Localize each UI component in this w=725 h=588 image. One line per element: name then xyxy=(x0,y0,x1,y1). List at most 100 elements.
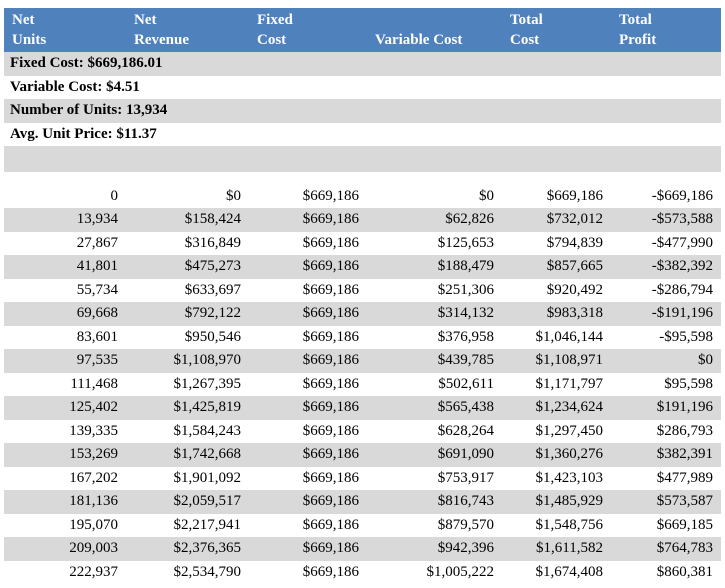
fixed-cost-cell: $669,186 xyxy=(249,537,367,561)
header-net-revenue: Net Revenue xyxy=(126,8,249,52)
header-fixed-cost: Fixed Cost xyxy=(249,8,367,52)
net-units-cell: 97,535 xyxy=(4,349,126,373)
variable-cost-cell: $251,306 xyxy=(437,281,494,298)
net-units-cell: 195,070 xyxy=(69,516,118,533)
variable-cost-cell: $376,958 xyxy=(437,328,494,345)
total-profit-cell: $669,185 xyxy=(656,516,713,533)
fixed-cost-cell: $669,186 xyxy=(249,443,367,467)
variable-cost-cell: $628,264 xyxy=(437,422,494,439)
variable-cost-cell: $125,653 xyxy=(437,234,494,251)
total-cost-cell: $1,485,929 xyxy=(502,490,611,514)
total-cost-cell: $1,234,624 xyxy=(502,396,611,420)
variable-cost-cell: $816,743 xyxy=(367,490,502,514)
fixed-cost-cell: $669,186 xyxy=(249,302,367,326)
total-profit-cell: $382,391 xyxy=(611,443,721,467)
variable-cost-cell: $188,479 xyxy=(367,255,502,279)
net-units-cell: 0 xyxy=(110,187,119,204)
net-revenue-cell: $2,534,790 xyxy=(173,563,242,580)
total-profit-cell: $573,587 xyxy=(611,490,721,514)
total-profit-cell: $0 xyxy=(611,349,721,373)
avg-unit-price-summary: Avg. Unit Price: $11.37 xyxy=(10,125,157,142)
net-revenue-cell: $950,546 xyxy=(184,328,241,345)
total-profit-cell: $191,196 xyxy=(611,396,721,420)
total-cost-cell: $1,360,276 xyxy=(502,443,611,467)
spacer-row xyxy=(4,171,721,185)
summary-row-variable-cost: Variable Cost: $4.51 xyxy=(4,76,721,100)
total-profit-cell: -$191,196 xyxy=(611,302,721,326)
variable-cost-cell: $942,396 xyxy=(367,537,502,561)
table-row: 41,801 $475,273 $669,186 $188,479 $857,665 -$… xyxy=(4,255,721,279)
net-units-cell: 139,335 xyxy=(69,422,118,439)
table-row: 181,136 $2,059,517 $669,186 $816,743 $1,485,… xyxy=(4,490,721,514)
table-row: 111,468 $1,267,395 $669,186 $502,611 $1,171,… xyxy=(4,373,721,397)
total-cost-cell: $1,611,582 xyxy=(502,537,611,561)
variable-cost-cell: $0 xyxy=(479,187,494,204)
net-revenue-cell: $1,742,668 xyxy=(126,443,249,467)
variable-cost-cell: $879,570 xyxy=(437,516,494,533)
total-profit-cell: $286,793 xyxy=(656,422,713,439)
net-revenue-cell: $2,217,941 xyxy=(173,516,242,533)
net-revenue-cell: $2,059,517 xyxy=(126,490,249,514)
table-row: 13,934 $158,424 $669,186 $62,826 $732,012 -$5… xyxy=(4,208,721,232)
summary-section: Fixed Cost: $669,186.01 Variable Cost: $… xyxy=(4,52,721,185)
fixed-cost-summary: Fixed Cost: $669,186.01 xyxy=(4,52,721,76)
variable-cost-cell: $502,611 xyxy=(438,375,494,392)
table-row: 83,601 $950,546 $669,186 $376,958 $1,046,144… xyxy=(4,326,721,350)
table-row: 97,535 $1,108,970 $669,186 $439,785 $1,108,9… xyxy=(4,349,721,373)
fixed-cost-cell: $669,186 xyxy=(302,469,359,486)
net-units-cell: 222,937 xyxy=(69,563,118,580)
header-total-profit: Total Profit xyxy=(611,8,721,52)
net-units-cell: 167,202 xyxy=(69,469,118,486)
table-row: 27,867 $316,849 $669,186 $125,653 $794,839 -$… xyxy=(4,232,721,256)
total-cost-cell: $1,423,103 xyxy=(535,469,604,486)
break-even-table: Net Units Net Revenue Fixed Cost Variabl… xyxy=(4,8,721,584)
data-rows: 0 $0 $669,186 $0 $669,186 -$669,186 13,934 $158… xyxy=(4,185,721,585)
net-revenue-cell: $1,901,092 xyxy=(173,469,242,486)
net-units-cell: 83,601 xyxy=(76,328,118,345)
total-profit-cell: -$286,794 xyxy=(651,281,713,298)
net-revenue-cell: $0 xyxy=(226,187,241,204)
total-cost-cell: $732,012 xyxy=(502,208,611,232)
fixed-cost-cell: $669,186 xyxy=(302,422,359,439)
variable-cost-cell: $1,005,222 xyxy=(426,563,495,580)
total-cost-cell: $1,108,971 xyxy=(502,349,611,373)
header-variable-cost: Variable Cost xyxy=(367,8,502,52)
total-profit-cell: -$95,598 xyxy=(659,328,713,345)
variable-cost-cell: $62,826 xyxy=(367,208,502,232)
break-even-table-sheet: Net Units Net Revenue Fixed Cost Variabl… xyxy=(4,8,721,584)
table-row: 55,734 $633,697 $669,186 $251,306 $920,492 -$… xyxy=(4,279,721,303)
table-row: 69,668 $792,122 $669,186 $314,132 $983,318 -$… xyxy=(4,302,721,326)
shaded-spacer-row xyxy=(4,146,721,172)
net-units-cell: 125,402 xyxy=(4,396,126,420)
net-units-cell: 27,867 xyxy=(76,234,118,251)
total-cost-cell: $1,297,450 xyxy=(535,422,604,439)
fixed-cost-cell: $669,186 xyxy=(249,255,367,279)
variable-cost-cell: $753,917 xyxy=(437,469,494,486)
net-units-cell: 55,734 xyxy=(76,281,118,298)
total-cost-cell: $1,046,144 xyxy=(535,328,604,345)
table-row: 195,070 $2,217,941 $669,186 $879,570 $1,548,… xyxy=(4,514,721,538)
fixed-cost-cell: $669,186 xyxy=(302,516,359,533)
variable-cost-cell: $691,090 xyxy=(367,443,502,467)
total-cost-cell: $1,171,797 xyxy=(535,375,604,392)
table-row: 0 $0 $669,186 $0 $669,186 -$669,186 xyxy=(4,185,721,209)
total-profit-cell: -$382,392 xyxy=(611,255,721,279)
net-revenue-cell: $1,584,243 xyxy=(173,422,242,439)
header-net-units: Net Units xyxy=(4,8,126,52)
fixed-cost-cell: $669,186 xyxy=(249,396,367,420)
net-units-cell: 209,003 xyxy=(4,537,126,561)
net-revenue-cell: $1,108,970 xyxy=(126,349,249,373)
table-row: 153,269 $1,742,668 $669,186 $691,090 $1,360,… xyxy=(4,443,721,467)
table-row: 125,402 $1,425,819 $669,186 $565,438 $1,234,… xyxy=(4,396,721,420)
total-profit-cell: -$669,186 xyxy=(651,187,713,204)
total-cost-cell: $794,839 xyxy=(546,234,603,251)
net-revenue-cell: $1,267,395 xyxy=(173,375,242,392)
net-revenue-cell: $475,273 xyxy=(126,255,249,279)
net-units-cell: 153,269 xyxy=(4,443,126,467)
fixed-cost-cell: $669,186 xyxy=(302,234,359,251)
total-profit-cell: $764,783 xyxy=(611,537,721,561)
fixed-cost-cell: $669,186 xyxy=(249,490,367,514)
variable-cost-summary: Variable Cost: $4.51 xyxy=(10,78,140,95)
table-row: 209,003 $2,376,365 $669,186 $942,396 $1,611,… xyxy=(4,537,721,561)
table-row: 167,202 $1,901,092 $669,186 $753,917 $1,423,… xyxy=(4,467,721,491)
